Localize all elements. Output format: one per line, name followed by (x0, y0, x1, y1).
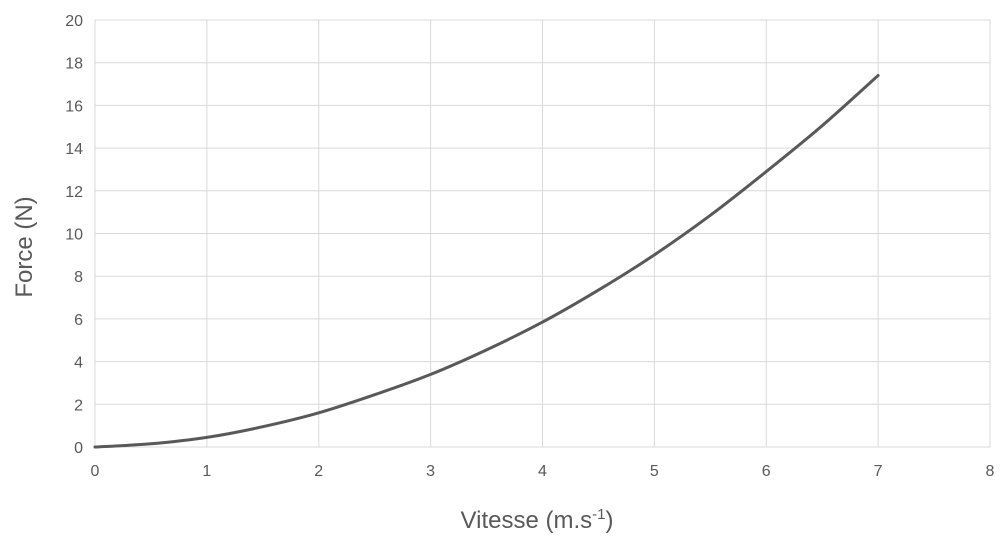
series-layer (93, 74, 880, 449)
series-line (93, 74, 880, 449)
y-tick-label: 14 (65, 141, 83, 158)
x-axis-title: Vitesse (m.s-1) (461, 506, 614, 534)
x-tick-label: 3 (426, 463, 435, 480)
x-tick-label: 5 (650, 463, 659, 480)
y-tick-label: 6 (74, 312, 83, 329)
x-tick-label: 7 (874, 463, 883, 480)
y-axis-title: Force (N) (11, 196, 38, 297)
x-tick-labels: 0 1 2 3 4 5 6 7 8 (91, 463, 995, 480)
x-tick-label: 0 (91, 463, 100, 480)
x-tick-label: 6 (762, 463, 771, 480)
grid (94, 19, 991, 448)
y-tick-label: 12 (65, 184, 83, 201)
y-tick-label: 4 (74, 355, 83, 372)
x-axis-title-superscript: -1 (592, 506, 605, 523)
y-tick-label: 8 (74, 269, 83, 286)
y-tick-label: 18 (65, 56, 83, 73)
x-axis-title-base: Vitesse (m.s (461, 507, 593, 534)
x-axis-title-close: ) (605, 507, 613, 534)
y-tick-label: 10 (65, 227, 83, 244)
y-tick-label: 0 (74, 440, 83, 457)
y-tick-label: 16 (65, 98, 83, 115)
y-tick-label: 2 (74, 397, 83, 414)
y-tick-labels: 0 2 4 6 8 10 12 14 16 18 20 (65, 13, 83, 457)
x-tick-label: 2 (314, 463, 323, 480)
x-tick-label: 8 (986, 463, 995, 480)
x-tick-label: 1 (202, 463, 211, 480)
x-tick-label: 4 (538, 463, 547, 480)
y-tick-label: 20 (65, 13, 83, 30)
